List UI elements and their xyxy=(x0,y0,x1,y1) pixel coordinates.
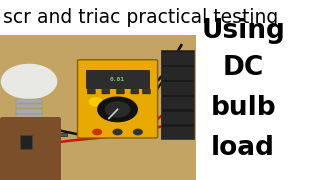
FancyBboxPatch shape xyxy=(161,82,195,94)
FancyBboxPatch shape xyxy=(161,112,195,124)
FancyBboxPatch shape xyxy=(29,117,46,142)
FancyBboxPatch shape xyxy=(16,99,42,104)
Text: 0.01: 0.01 xyxy=(110,77,125,82)
FancyBboxPatch shape xyxy=(0,117,17,142)
Text: DC: DC xyxy=(222,55,264,81)
Text: bulb: bulb xyxy=(210,95,276,121)
FancyBboxPatch shape xyxy=(0,124,61,180)
FancyBboxPatch shape xyxy=(161,52,195,65)
FancyBboxPatch shape xyxy=(161,67,195,80)
Circle shape xyxy=(113,129,122,135)
FancyBboxPatch shape xyxy=(196,35,290,180)
FancyBboxPatch shape xyxy=(131,89,139,94)
FancyBboxPatch shape xyxy=(46,129,58,131)
FancyBboxPatch shape xyxy=(44,117,61,142)
FancyBboxPatch shape xyxy=(86,70,149,88)
FancyBboxPatch shape xyxy=(0,35,196,180)
FancyBboxPatch shape xyxy=(14,117,32,142)
Circle shape xyxy=(133,129,142,135)
FancyBboxPatch shape xyxy=(16,104,42,109)
FancyBboxPatch shape xyxy=(20,135,32,149)
FancyBboxPatch shape xyxy=(77,60,158,138)
Text: Using: Using xyxy=(201,18,285,44)
Text: load: load xyxy=(211,135,275,161)
Circle shape xyxy=(98,97,137,122)
FancyBboxPatch shape xyxy=(161,127,195,140)
FancyBboxPatch shape xyxy=(0,0,290,35)
Circle shape xyxy=(93,129,101,135)
FancyBboxPatch shape xyxy=(87,89,95,94)
Circle shape xyxy=(89,98,102,106)
FancyBboxPatch shape xyxy=(16,109,42,114)
FancyBboxPatch shape xyxy=(102,89,110,94)
FancyBboxPatch shape xyxy=(142,89,150,94)
FancyBboxPatch shape xyxy=(55,133,67,136)
FancyBboxPatch shape xyxy=(161,50,195,140)
FancyBboxPatch shape xyxy=(161,97,195,109)
Text: scr and triac practical testing: scr and triac practical testing xyxy=(3,8,278,27)
FancyBboxPatch shape xyxy=(116,89,124,94)
Circle shape xyxy=(105,102,130,117)
FancyBboxPatch shape xyxy=(16,114,42,119)
Circle shape xyxy=(2,64,57,99)
